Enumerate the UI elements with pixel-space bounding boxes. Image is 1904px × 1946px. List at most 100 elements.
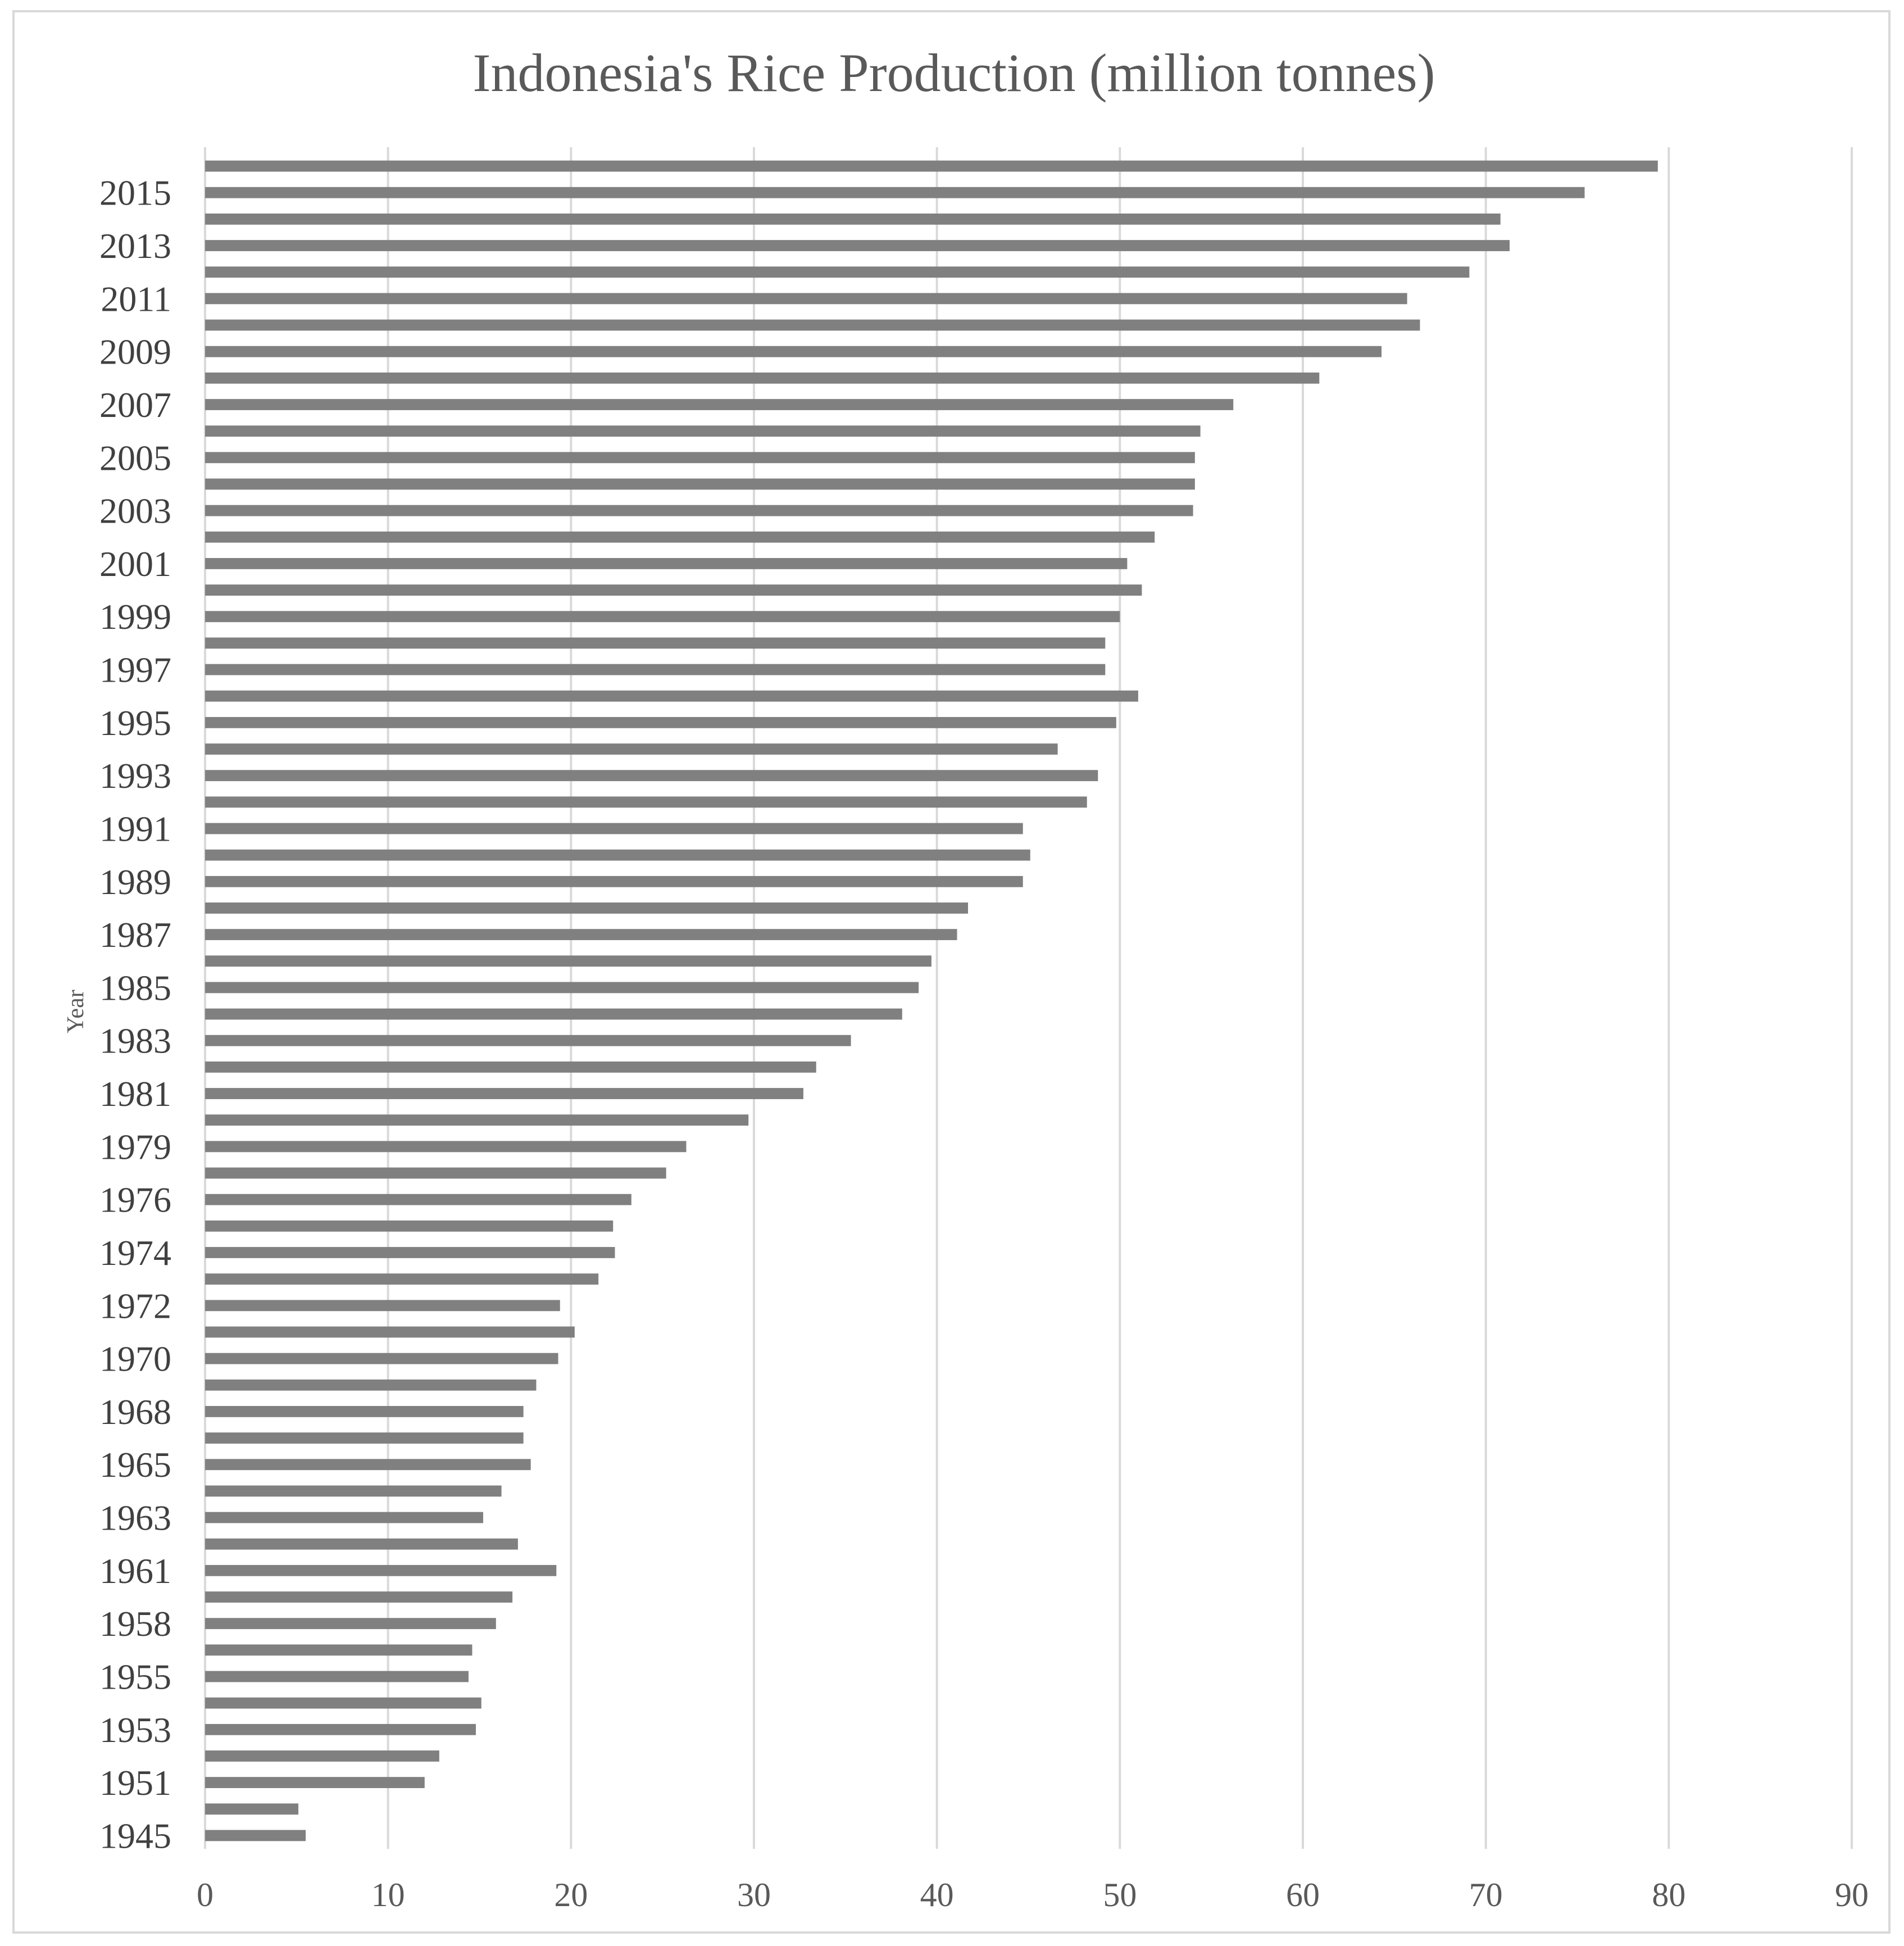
bar	[205, 1141, 687, 1153]
bar	[205, 1088, 803, 1099]
bars	[205, 160, 1658, 1841]
bar	[205, 452, 1195, 464]
bar	[205, 346, 1382, 357]
x-tick-label: 70	[1469, 1876, 1503, 1913]
y-category-label: 1995	[99, 703, 171, 743]
y-category-label: 1970	[99, 1339, 171, 1379]
y-category-label: 2009	[99, 332, 171, 372]
bar	[205, 1723, 476, 1735]
y-category-label: 1991	[99, 809, 171, 849]
y-category-label: 2005	[99, 438, 171, 478]
bar	[205, 266, 1470, 278]
bar	[205, 425, 1201, 437]
bar	[205, 611, 1120, 623]
bar	[205, 1273, 599, 1285]
x-tick-label: 20	[554, 1876, 588, 1913]
bar	[205, 1485, 502, 1497]
bar	[205, 664, 1106, 675]
x-tick-label: 0	[197, 1876, 213, 1913]
bar	[205, 1618, 496, 1630]
bar	[205, 399, 1234, 410]
bar	[205, 1459, 531, 1471]
bar	[205, 1406, 524, 1417]
y-category-label: 2007	[99, 385, 171, 425]
bar	[205, 1220, 614, 1232]
bar	[205, 876, 1023, 887]
x-tick-label: 90	[1835, 1876, 1869, 1913]
y-category-label: 1945	[99, 1816, 171, 1856]
y-category-label: 1985	[99, 968, 171, 1008]
chart-title: Indonesia's Rice Production (million ton…	[472, 43, 1435, 103]
bar	[205, 1538, 518, 1550]
x-tick-label: 50	[1103, 1876, 1137, 1913]
bar	[205, 1432, 524, 1444]
y-category-label: 1961	[99, 1551, 171, 1591]
bar	[205, 823, 1023, 834]
bar	[205, 319, 1420, 331]
y-axis-title: Year	[63, 990, 89, 1033]
bar	[205, 902, 969, 914]
bar	[205, 372, 1320, 384]
y-category-label: 1965	[99, 1445, 171, 1485]
bar	[205, 558, 1128, 569]
bar	[205, 690, 1138, 702]
bar	[205, 240, 1510, 251]
bar	[205, 1644, 472, 1656]
y-category-label: 1958	[99, 1604, 171, 1644]
y-category-label: 1989	[99, 862, 171, 902]
bar	[205, 1379, 537, 1391]
y-category-label: 2015	[99, 173, 171, 213]
bar	[205, 1114, 749, 1126]
x-tick-label: 40	[920, 1876, 954, 1913]
bar	[205, 478, 1195, 490]
bar	[205, 293, 1407, 305]
bar	[205, 743, 1058, 755]
bar	[205, 531, 1155, 543]
bar	[205, 1777, 425, 1789]
bar	[205, 770, 1098, 782]
x-tick-labels: 0 10 20 30 40 50 60 70 80 90	[197, 1876, 1869, 1913]
bar	[205, 955, 931, 967]
bar	[205, 1300, 560, 1312]
bar	[205, 1353, 558, 1364]
bar	[205, 1564, 557, 1576]
y-category-label: 1981	[99, 1074, 171, 1114]
bar	[205, 1326, 575, 1338]
bar	[205, 1008, 902, 1020]
y-category-label: 1997	[99, 650, 171, 690]
bar	[205, 1061, 816, 1073]
y-category-label: 1999	[99, 597, 171, 637]
bar	[205, 1591, 513, 1603]
y-category-label: 2003	[99, 491, 171, 531]
y-category-label: 1987	[99, 915, 171, 955]
bar	[205, 1671, 469, 1682]
x-tick-label: 80	[1652, 1876, 1685, 1913]
y-category-label: 1968	[99, 1392, 171, 1432]
bar	[205, 584, 1142, 596]
x-tick-label: 60	[1286, 1876, 1320, 1913]
bar	[205, 1512, 484, 1523]
bar	[205, 1167, 666, 1179]
bar	[205, 637, 1106, 649]
bar	[205, 982, 919, 994]
bar	[205, 1247, 615, 1258]
y-category-label: 2011	[101, 279, 171, 319]
x-tick-label: 10	[371, 1876, 405, 1913]
bar	[205, 1697, 481, 1709]
y-category-label: 1983	[99, 1021, 171, 1061]
y-category-label: 1976	[99, 1180, 171, 1220]
bar	[205, 187, 1585, 198]
y-category-label: 1979	[99, 1127, 171, 1167]
y-category-label: 1955	[99, 1657, 171, 1696]
bar	[205, 505, 1193, 516]
x-tick-label: 30	[737, 1876, 771, 1913]
chart-frame: Indonesia's Rice Production (million ton…	[12, 10, 1891, 1934]
bar	[205, 213, 1501, 225]
bar	[205, 796, 1087, 808]
bar	[205, 929, 957, 941]
bar	[205, 1830, 306, 1841]
y-category-label: 2001	[99, 544, 171, 584]
bar	[205, 716, 1116, 728]
y-category-label: 1993	[99, 756, 171, 796]
bar-chart: Indonesia's Rice Production (million ton…	[63, 43, 1869, 1913]
